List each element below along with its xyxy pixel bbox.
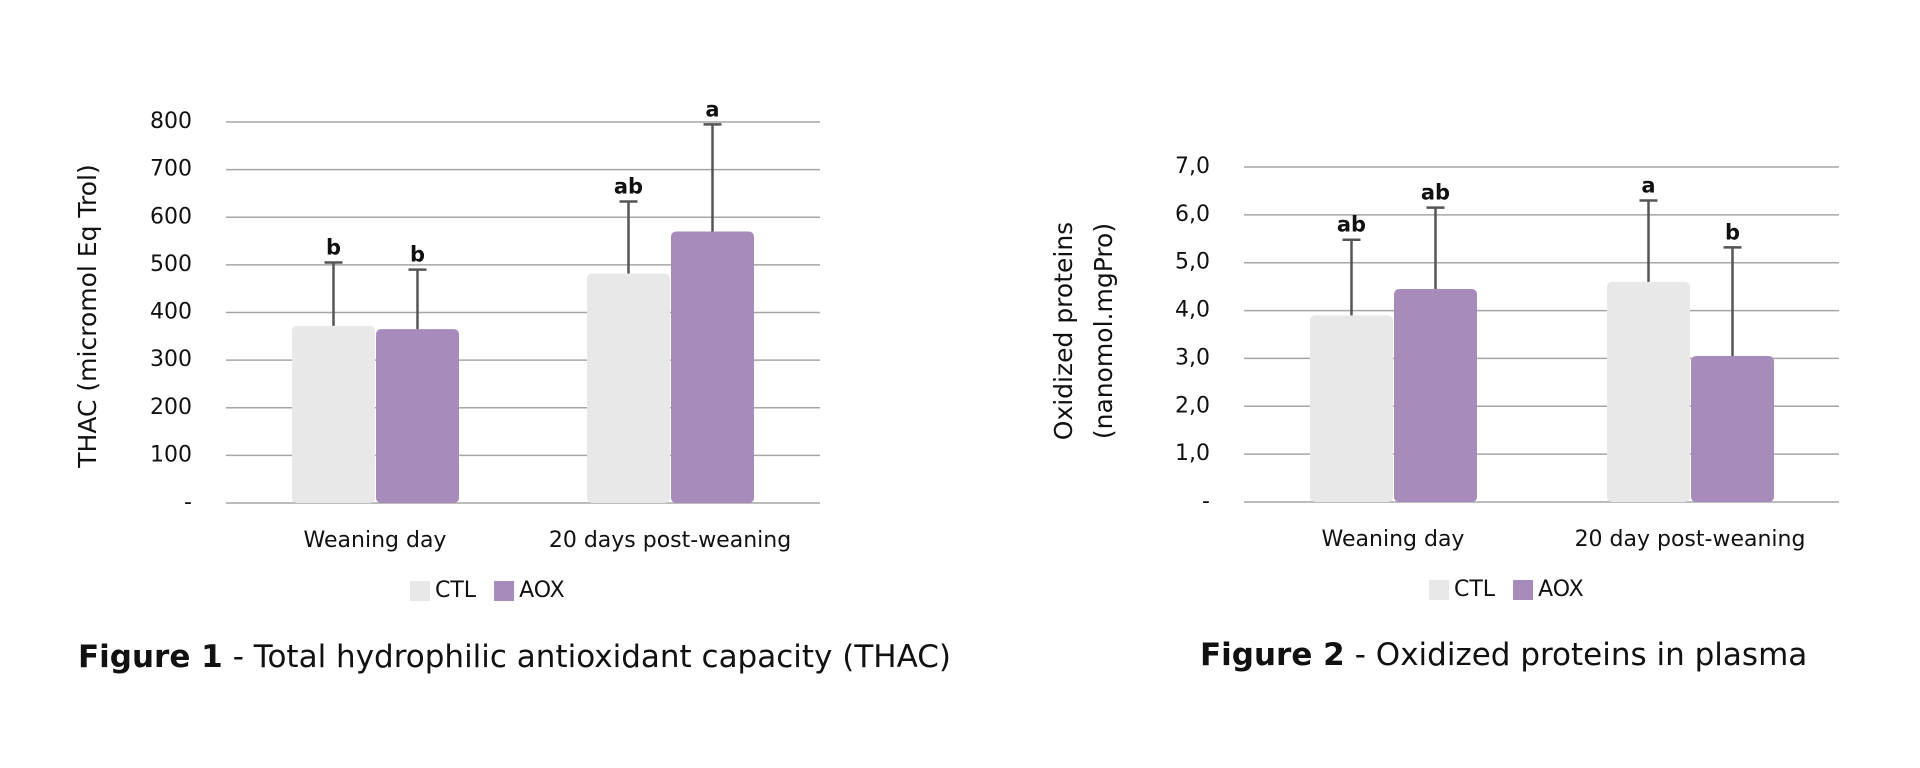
bar xyxy=(1691,356,1774,502)
y-tick-label: 2,0 xyxy=(1175,393,1210,418)
y-tick-label: 800 xyxy=(150,109,192,134)
y-tick-label: 100 xyxy=(150,442,192,467)
legend-label: AOX xyxy=(519,578,565,603)
y-tick-label: 300 xyxy=(150,347,192,372)
y-tick-label: 600 xyxy=(150,204,192,229)
bar xyxy=(1394,289,1477,502)
x-tick-label: 20 days post-weaning xyxy=(549,528,791,553)
y-axis-label: Oxidized proteins xyxy=(1049,222,1078,440)
bar xyxy=(1310,315,1393,502)
y-axis-label: THAC (micromol Eq Trol) xyxy=(73,164,102,468)
bar xyxy=(1607,281,1690,502)
y-tick-label: 1,0 xyxy=(1175,441,1210,466)
y-tick-label: 5,0 xyxy=(1175,250,1210,275)
annotation: ab xyxy=(1337,213,1366,237)
figure-label: Figure 1 xyxy=(78,639,223,675)
annotation: b xyxy=(1725,220,1740,244)
error-bar xyxy=(1426,206,1445,290)
error-bar xyxy=(1342,238,1361,316)
y-tick-label: 7,0 xyxy=(1175,154,1210,179)
annotation: a xyxy=(1641,174,1655,198)
error-bar xyxy=(619,200,638,274)
legend-label: AOX xyxy=(1538,577,1584,602)
annotation: b xyxy=(410,243,425,267)
annotation: a xyxy=(705,97,719,121)
y-tick-label: 700 xyxy=(150,157,192,182)
caption-text: - Total hydrophilic antioxidant capacity… xyxy=(233,639,951,675)
error-bar xyxy=(1639,199,1658,282)
legend-label: CTL xyxy=(435,578,477,603)
y-axis-label: (nanomol.mgPro) xyxy=(1089,223,1118,439)
y-tick-label: 200 xyxy=(150,395,192,420)
x-tick-label: 20 day post-weaning xyxy=(1575,527,1806,552)
legend-swatch xyxy=(1513,580,1534,600)
bar xyxy=(292,325,375,503)
y-tick-label: - xyxy=(1202,489,1210,514)
y-tick-label: 400 xyxy=(150,300,192,325)
legend-label: CTL xyxy=(1454,577,1496,602)
annotation: ab xyxy=(1421,181,1450,205)
error-bar xyxy=(1723,246,1742,357)
annotation: b xyxy=(326,235,341,259)
legend-swatch xyxy=(494,581,515,601)
error-bar xyxy=(703,123,722,232)
y-tick-label: 4,0 xyxy=(1175,298,1210,323)
annotation: ab xyxy=(614,175,643,199)
x-tick-label: Weaning day xyxy=(304,528,447,553)
bar xyxy=(587,273,670,503)
x-tick-label: Weaning day xyxy=(1322,527,1465,552)
caption-text: - Oxidized proteins in plasma xyxy=(1355,637,1808,673)
y-tick-label: 6,0 xyxy=(1175,202,1210,227)
bar xyxy=(376,329,459,503)
error-bar xyxy=(324,261,343,326)
figure-caption: Figure 2 - Oxidized proteins in plasma xyxy=(1200,637,1807,673)
y-tick-label: 500 xyxy=(150,252,192,277)
bar xyxy=(671,231,754,503)
error-bar xyxy=(408,268,427,330)
legend-swatch xyxy=(410,581,430,601)
legend-swatch xyxy=(1429,580,1449,600)
y-tick-label: 3,0 xyxy=(1175,345,1210,370)
figure-label: Figure 2 xyxy=(1200,637,1345,673)
y-tick-label: - xyxy=(184,490,192,515)
figure-caption: Figure 1 - Total hydrophilic antioxidant … xyxy=(78,639,951,675)
